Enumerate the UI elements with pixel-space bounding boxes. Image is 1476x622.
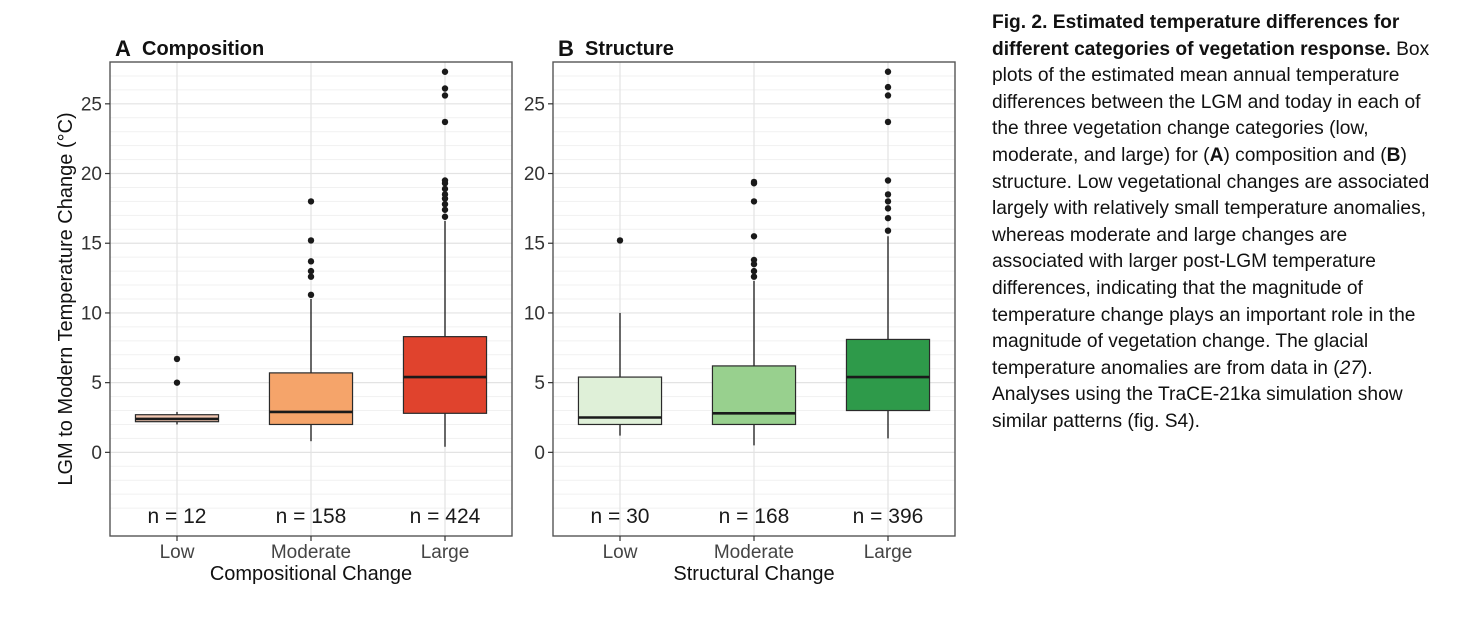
panel-a-x-tick-label: Moderate xyxy=(271,542,351,563)
caption-reference: 27 xyxy=(1339,357,1362,379)
panel-b-x-axis-title: Structural Change xyxy=(673,563,834,585)
panel-a-y-axis-title: LGM to Modern Temperature Change (°C) xyxy=(55,112,77,485)
panel-a-y-tick-label: 10 xyxy=(81,303,102,324)
panel-a-outlier-point xyxy=(307,198,315,205)
panel-b-outlier-point xyxy=(884,118,892,126)
panel-a-count-label: n = 158 xyxy=(276,505,347,528)
panel-a-x-tick-label: Low xyxy=(160,542,195,563)
panel-b-outlier-point xyxy=(750,233,758,240)
panel-b-x-tick-label: Large xyxy=(864,542,913,563)
panel-a-outlier-point xyxy=(441,85,449,92)
panel-a-x-tick-label: Large xyxy=(421,542,470,563)
panel-a-outlier-point xyxy=(307,237,315,244)
panel-b-count-label: n = 168 xyxy=(719,505,790,528)
panel-a-outlier-point xyxy=(173,379,181,386)
panel-a-count-label: n = 12 xyxy=(148,505,207,528)
caption-body-3: ) structure. Low vegetational changes ar… xyxy=(992,144,1430,379)
panel-b-outlier-point xyxy=(750,273,758,280)
panel-a-y-tick-label: 25 xyxy=(81,94,102,115)
panel-b-outlier-point xyxy=(884,227,892,234)
panel-a-y-tick-label: 5 xyxy=(91,373,102,394)
panel-b-y-tick-label: 25 xyxy=(524,94,545,115)
panel-a-outlier-point xyxy=(441,185,449,193)
caption-panel-b: B xyxy=(1386,144,1401,166)
panel-b-y-tick-label: 10 xyxy=(524,303,545,324)
panel-a-outlier-point xyxy=(307,258,315,265)
caption-body-4: ). Analyses using the TraCE-21ka simulat… xyxy=(992,357,1403,432)
panel-b-x-tick-label: Moderate xyxy=(714,542,794,563)
panel-b-outlier-point xyxy=(884,68,892,75)
panel-a-outlier-point xyxy=(441,68,449,75)
panel-a-outlier-point xyxy=(441,118,449,126)
panel-b-panel-letter: B xyxy=(558,36,574,61)
panel-b-count-label: n = 396 xyxy=(853,505,924,528)
panel-b-outlier-point xyxy=(884,92,892,99)
panel-b-y-tick-label: 5 xyxy=(534,373,545,394)
caption-title: Fig. 2. Estimated temperature difference… xyxy=(992,12,1400,60)
caption-body-2: ) composition and ( xyxy=(1223,144,1387,166)
panel-b-outlier-point xyxy=(750,198,758,205)
panel-b-box-moderate xyxy=(711,365,797,426)
caption-body-1: Box plots of the estimated mean annual t… xyxy=(992,38,1430,166)
panel-a-outlier-point xyxy=(441,191,449,198)
panel-b-y-tick-label: 0 xyxy=(534,443,545,464)
panel-b-outlier-point xyxy=(750,267,758,275)
panel-a-outlier-point xyxy=(441,213,449,220)
panel-b-outlier-point xyxy=(616,237,624,244)
panel-b-x-tick-label: Low xyxy=(603,542,638,563)
panel-a-title: Composition xyxy=(142,38,264,60)
panel-b-outlier-point xyxy=(750,178,758,186)
panel-b-outlier-point xyxy=(884,83,892,91)
panel-b-count-label: n = 30 xyxy=(591,505,650,528)
panel-a-outlier-point xyxy=(307,291,315,299)
panel-b-outlier-point xyxy=(750,256,758,264)
panel-b-y-tick-label: 20 xyxy=(524,164,545,185)
panel-a-outlier-point xyxy=(441,201,449,208)
panel-a-y-tick-label: 15 xyxy=(81,234,102,255)
panel-a-outlier-point xyxy=(441,206,449,213)
panel-a-count-label: n = 424 xyxy=(410,505,481,528)
panel-b-outlier-point xyxy=(884,177,892,184)
panel-b-y-tick-label: 15 xyxy=(524,234,545,255)
panel-a-panel-letter: A xyxy=(115,36,131,61)
figure-caption: Fig. 2. Estimated temperature difference… xyxy=(992,10,1432,436)
panel-a-x-axis-title: Compositional Change xyxy=(210,563,412,585)
panel-b-outlier-point xyxy=(884,214,892,222)
panel-b-outlier-point xyxy=(884,198,892,205)
panel-a-outlier-point xyxy=(173,355,181,363)
panel-a-box-large xyxy=(402,336,488,414)
panel-b-box-large xyxy=(845,338,931,412)
panel-a-outlier-point xyxy=(441,177,449,184)
panel-a-y-tick-label: 20 xyxy=(81,164,102,185)
panel-b-title: Structure xyxy=(585,38,674,60)
caption-panel-a: A xyxy=(1209,144,1224,166)
panel-a-y-tick-label: 0 xyxy=(91,443,102,464)
panel-b-outlier-point xyxy=(884,191,892,198)
panel-a-box-moderate xyxy=(268,372,354,426)
panel-a-outlier-point xyxy=(307,273,315,280)
box-plot-charts: n = 12 n = 158 n = 424 0 5 10 15 20 25 Low Moderat… xyxy=(55,36,956,585)
panel-a-outlier-point xyxy=(441,92,449,99)
panel-b-outlier-point xyxy=(884,205,892,212)
panel-a-outlier-point xyxy=(307,267,315,275)
